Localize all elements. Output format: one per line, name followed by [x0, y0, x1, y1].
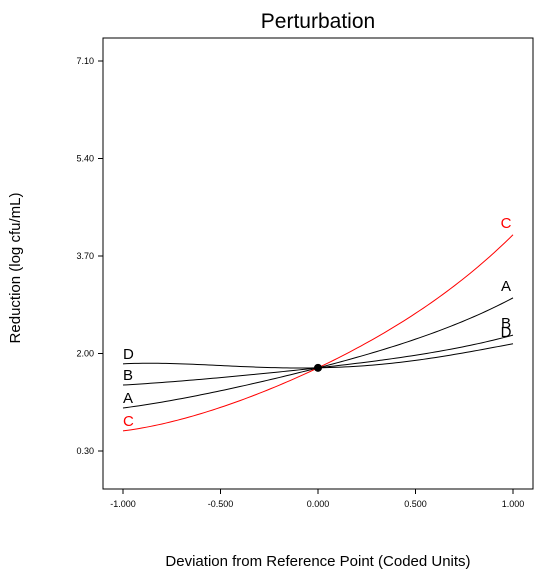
x-tick-label: 0.000 [307, 499, 330, 509]
x-tick-label: 0.500 [404, 499, 427, 509]
y-axis-label: Reduction (log cfu/mL) [7, 193, 24, 344]
series-label-right-b: B [501, 315, 511, 332]
axis-ticks: 0.30 2.00 3.70 5.40 7.10 -1.000 -0.500 0.000 0.5… [76, 56, 524, 509]
series-line-a [122, 297, 514, 409]
series-label-right-d: D [501, 324, 512, 341]
series-label-right-a: A [501, 278, 511, 295]
series-label-left-d: D [123, 346, 134, 363]
series-label-left-c: C [123, 413, 134, 430]
series-line-b [122, 334, 514, 386]
series-label-right-c: C [501, 215, 512, 232]
y-tick-label: 0.30 [76, 446, 94, 456]
series-label-left-b: B [123, 367, 133, 384]
y-tick-label: 5.40 [76, 154, 94, 164]
chart-title: Perturbation [261, 10, 375, 33]
x-tick-label: -0.500 [208, 499, 234, 509]
x-tick-label: -1.000 [110, 499, 136, 509]
series-label-left-a: A [123, 390, 133, 407]
y-tick-label: 7.10 [76, 56, 94, 66]
plot-frame [102, 37, 534, 490]
reference-point-marker [314, 363, 322, 372]
y-tick-label: 3.70 [76, 251, 94, 261]
y-tick-label: 2.00 [76, 349, 94, 359]
series-line-c [122, 234, 514, 432]
x-tick-label: 1.000 [502, 499, 525, 509]
x-axis-label: Deviation from Reference Point (Coded Un… [165, 553, 470, 570]
